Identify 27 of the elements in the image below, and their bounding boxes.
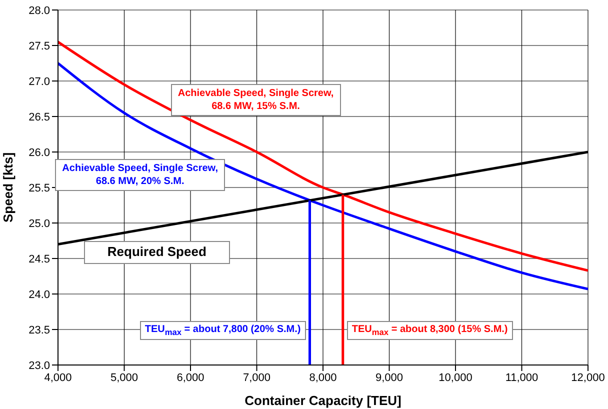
x-tick-label: 7,000 (242, 372, 271, 384)
x-axis-title: Container Capacity [TEU] (244, 393, 402, 408)
y-tick-label: 23.0 (28, 360, 50, 372)
x-tick-label: 4,000 (44, 372, 72, 384)
y-axis-title: Speed [kts] (0, 152, 16, 222)
label-box: Achievable Speed, Single Screw, 68.6 MW, 20% S.M. (55, 159, 226, 192)
x-tick-label: 10,000 (438, 372, 472, 384)
y-tick-label: 28.0 (28, 4, 50, 17)
y-tick-label: 26.5 (28, 111, 50, 124)
x-tick-label: 8,000 (309, 372, 337, 384)
y-tick-label: 25.5 (28, 182, 50, 194)
y-tick-label: 23.5 (28, 324, 50, 336)
x-tick-label: 5,000 (110, 372, 138, 384)
x-tick-label: 6,000 (176, 372, 204, 384)
x-tick-label: 11,000 (505, 372, 538, 384)
y-tick-label: 24.5 (28, 253, 50, 266)
y-tick-label: 27.0 (28, 76, 50, 88)
y-tick-label: 24.0 (28, 288, 50, 301)
label-box: TEU$_{max}$ = about 7,800 (20% S.M.) (140, 320, 306, 340)
y-tick-label: 26.0 (28, 146, 50, 159)
label-box: TEU$_{max}$ = about 8,300 (15% S.M.) (346, 320, 513, 340)
label-box: Achievable Speed, Single Screw, 68.6 MW, 15% S.M. (170, 84, 341, 116)
y-tick-label: 25.0 (28, 218, 50, 230)
x-tick-label: 12,000 (571, 372, 605, 384)
label-box: Required Speed (84, 241, 230, 264)
x-tick-label: 9,000 (375, 372, 404, 384)
y-tick-label: 27.5 (28, 40, 50, 52)
